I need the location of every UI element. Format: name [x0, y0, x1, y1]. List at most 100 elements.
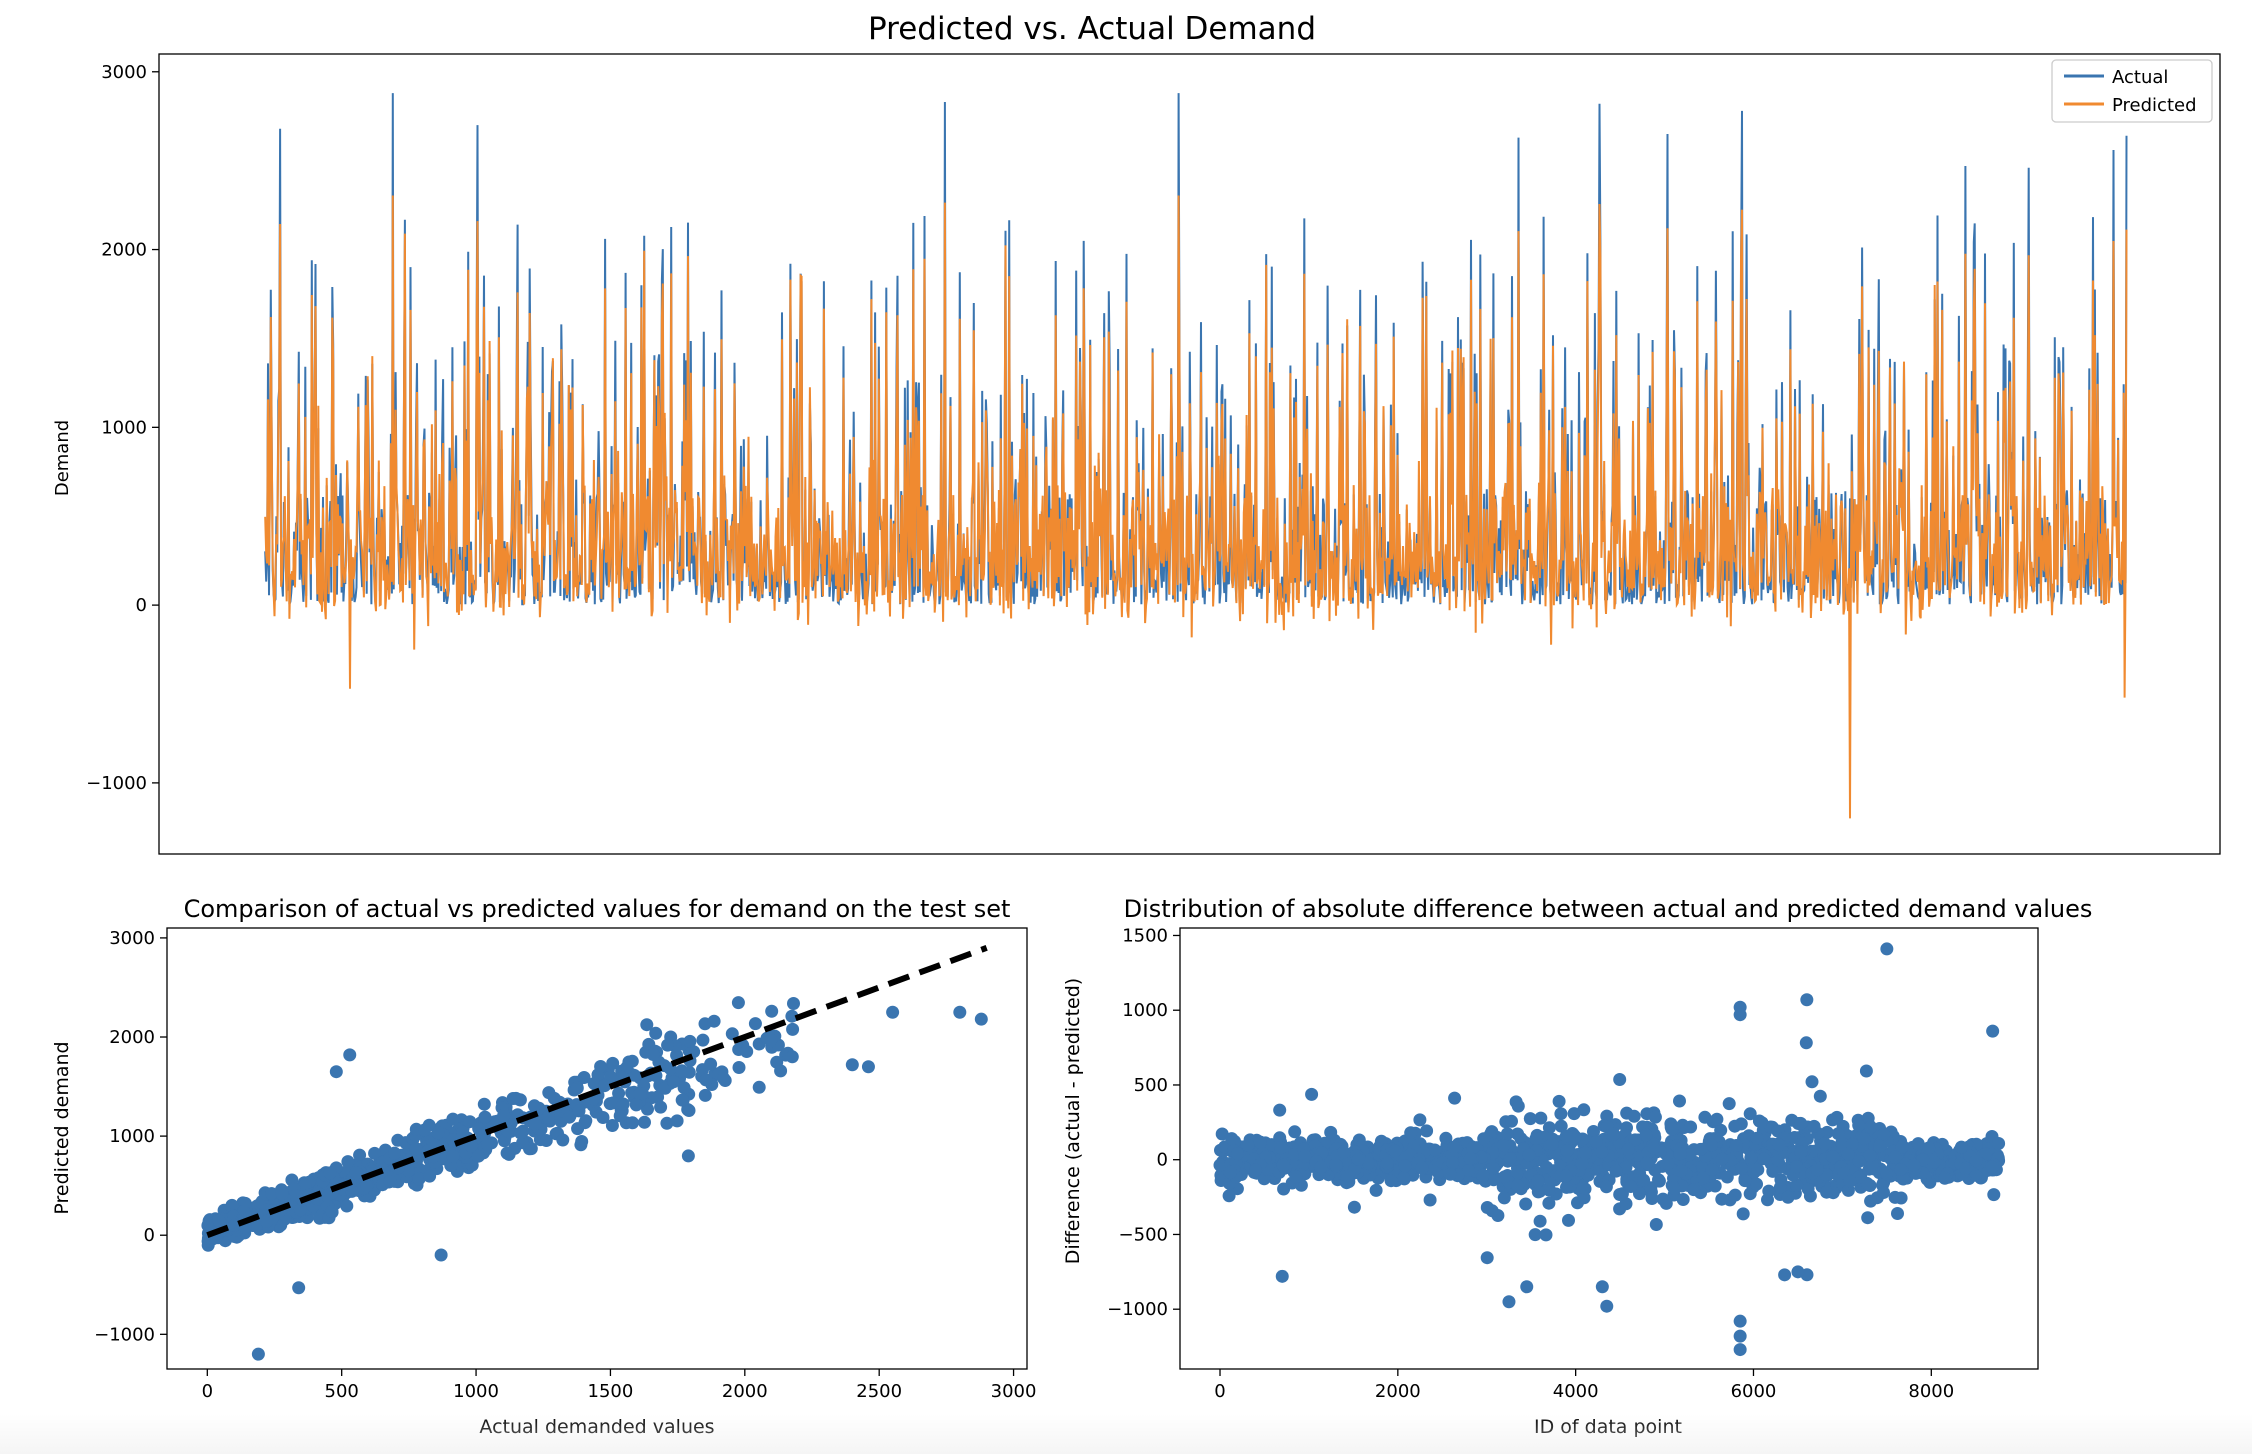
scatter-point — [539, 1134, 553, 1147]
difference-point — [1329, 1158, 1343, 1172]
scatter-point — [787, 997, 800, 1010]
difference-point — [1640, 1156, 1654, 1170]
difference-point — [1674, 1164, 1688, 1178]
predicted-series-line — [264, 195, 2128, 819]
scatter-point — [606, 1056, 620, 1070]
difference-point — [1497, 1138, 1511, 1152]
difference-point-outlier — [1986, 1024, 2000, 1038]
difference-point — [1540, 1160, 1554, 1174]
scatter-point — [682, 1104, 696, 1117]
difference-point — [1696, 1171, 1710, 1185]
scatter-point — [629, 1098, 643, 1112]
difference-point-outlier — [1600, 1299, 1614, 1313]
scatter-point — [353, 1148, 367, 1162]
scatter-point — [774, 1064, 788, 1078]
top-y-tick-label: −1000 — [86, 773, 147, 794]
scatter-point — [313, 1211, 327, 1225]
scatter-point — [574, 1138, 588, 1152]
difference-point — [1423, 1193, 1437, 1207]
scatter-point — [654, 1100, 668, 1114]
difference-point — [1463, 1152, 1477, 1165]
br-y-tick-label: −1000 — [1107, 1299, 1168, 1320]
difference-point — [1708, 1179, 1722, 1193]
br-x-tick-label: 8000 — [1908, 1381, 1954, 1402]
scatter-point — [471, 1149, 485, 1163]
difference-point — [1877, 1128, 1891, 1141]
difference-point — [1447, 1140, 1461, 1154]
difference-point — [1841, 1147, 1855, 1161]
difference-point — [1497, 1191, 1511, 1205]
scatter-point — [388, 1146, 401, 1160]
difference-point — [1528, 1228, 1542, 1242]
difference-point — [1241, 1138, 1255, 1152]
difference-point — [1687, 1183, 1701, 1197]
br-y-tick-label: 1000 — [1122, 1000, 1168, 1021]
scatter-point — [562, 1110, 576, 1124]
difference-point — [1627, 1109, 1641, 1123]
difference-point-outlier — [1733, 1008, 1747, 1022]
legend: Actual Predicted — [2051, 59, 2213, 123]
difference-point — [1894, 1163, 1907, 1176]
difference-point — [1911, 1137, 1925, 1151]
difference-point — [1415, 1161, 1429, 1175]
difference-point — [1466, 1141, 1480, 1155]
difference-point — [1448, 1091, 1462, 1105]
difference-point — [1729, 1139, 1743, 1152]
difference-point — [1843, 1174, 1857, 1188]
scatter-point — [325, 1204, 339, 1218]
difference-point — [1720, 1170, 1734, 1184]
difference-point — [1428, 1143, 1442, 1157]
difference-point — [1637, 1173, 1651, 1187]
difference-point — [1575, 1157, 1589, 1171]
scatter-point-outlier — [953, 1005, 967, 1019]
bl-y-tick-label: −1000 — [94, 1324, 155, 1345]
scatter-point — [670, 1114, 684, 1128]
scatter-point — [547, 1091, 561, 1105]
difference-point — [1562, 1213, 1575, 1227]
br-plot-frame — [1179, 927, 2039, 1370]
bl-y-tick-label: 2000 — [109, 1027, 155, 1048]
scatter-point — [456, 1125, 470, 1139]
difference-point — [1273, 1131, 1287, 1145]
difference-point — [1736, 1207, 1750, 1221]
bl-x-tick-label: 1000 — [453, 1381, 499, 1402]
bl-plot-area — [201, 945, 988, 1361]
difference-point — [1398, 1159, 1412, 1173]
scatter-point-outlier — [434, 1248, 448, 1262]
bl-y-tick-label: 3000 — [109, 928, 155, 949]
difference-point — [1715, 1192, 1729, 1206]
difference-point — [1757, 1152, 1771, 1166]
scatter-point — [598, 1079, 612, 1093]
br-y-tick-label: −500 — [1119, 1224, 1168, 1245]
difference-point — [1587, 1125, 1600, 1138]
difference-point — [1861, 1211, 1875, 1225]
difference-point — [1845, 1137, 1859, 1151]
difference-point — [1673, 1147, 1687, 1161]
difference-point — [1969, 1154, 1983, 1168]
difference-point — [1511, 1179, 1525, 1192]
bl-y-tick-label: 0 — [144, 1225, 155, 1246]
difference-point — [1750, 1131, 1764, 1145]
scatter-point — [579, 1114, 593, 1128]
difference-point — [1774, 1173, 1788, 1187]
difference-point — [1710, 1112, 1724, 1126]
difference-point — [1559, 1129, 1573, 1143]
difference-point — [1531, 1185, 1545, 1199]
difference-point — [1519, 1197, 1533, 1211]
bl-x-tick-label: 2500 — [856, 1381, 902, 1402]
scatter-point — [707, 1014, 721, 1028]
scatter-point — [360, 1179, 374, 1193]
difference-point — [1498, 1170, 1511, 1184]
bl-x-tick-label: 3000 — [991, 1381, 1037, 1402]
scatter-point — [500, 1146, 514, 1160]
difference-point — [1249, 1163, 1262, 1177]
difference-point — [1744, 1151, 1758, 1165]
difference-point — [1533, 1214, 1547, 1228]
difference-point — [1755, 1116, 1769, 1130]
bl-x-axis-label: Actual demanded values — [479, 1416, 714, 1438]
difference-point — [1289, 1170, 1303, 1184]
difference-point — [1288, 1125, 1302, 1139]
scatter-point — [732, 1061, 746, 1074]
difference-point — [1480, 1251, 1494, 1265]
